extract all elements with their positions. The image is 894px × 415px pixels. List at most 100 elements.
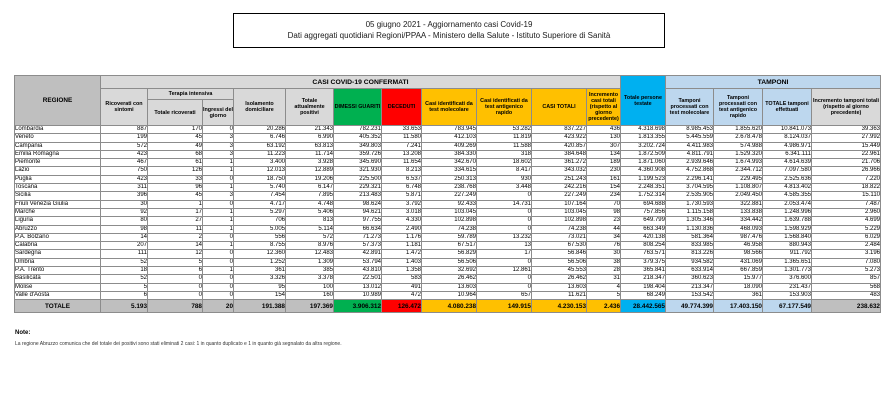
value-cell: 657 (476, 290, 532, 301)
value-cell: 213.483 (333, 191, 382, 201)
value-cell: 1.813.355 (620, 133, 666, 143)
value-cell: 1 (202, 216, 234, 226)
value-cell: 22.501 (333, 274, 382, 284)
value-cell: 1.568.840 (762, 232, 812, 243)
value-cell: 43.810 (333, 266, 382, 276)
value-cell: 18.090 (713, 282, 763, 292)
value-cell: 8.124.037 (762, 133, 812, 143)
region-name: Abruzzo (14, 224, 101, 234)
value-cell: 18.602 (476, 158, 532, 168)
value-cell: 934.582 (665, 257, 714, 268)
value-cell: 4.330 (381, 216, 422, 226)
value-cell: 45 (147, 133, 203, 143)
region-name: Molise (14, 282, 101, 292)
value-cell: 7.454 (233, 191, 286, 201)
value-cell: 6 (147, 266, 203, 276)
value-cell: 251.243 (531, 174, 587, 185)
region-row: Basilicata 52 0 0 3.326 3.378 22.501 583 26.462 0… (14, 274, 881, 284)
value-cell: 0 (476, 207, 532, 218)
value-cell: 153.903 (762, 290, 812, 301)
region-row: Emilia Romagna 423 68 3 11.223 11.714 359.726 1… (14, 149, 881, 160)
value-cell: 783.945 (421, 124, 477, 135)
value-cell: 12.483 (285, 249, 334, 259)
value-cell: 1.639.788 (762, 216, 812, 226)
header-ricoverati: Ricoverati con sintomi (100, 88, 148, 126)
value-cell: 4.748 (285, 199, 334, 209)
value-cell: 30 (100, 199, 148, 209)
value-cell: 13.208 (381, 149, 422, 160)
value-cell: 6.537 (381, 174, 422, 185)
value-cell: 2.535.905 (665, 191, 714, 201)
value-cell: 365.841 (620, 266, 666, 276)
value-cell: 53.282 (476, 124, 532, 135)
value-cell: 20.286 (233, 124, 286, 135)
value-cell: 6.990 (285, 133, 334, 143)
value-cell: 57.373 (333, 241, 382, 251)
value-cell: 197.369 (285, 299, 334, 314)
value-cell: 66.634 (333, 224, 382, 234)
value-cell: 334.442 (713, 216, 763, 226)
value-cell: 1.309 (285, 257, 334, 268)
value-cell: 15.449 (811, 141, 881, 151)
value-cell: 154 (586, 183, 621, 193)
value-cell: 1.252 (233, 257, 286, 268)
value-cell: 102.898 (421, 216, 477, 226)
value-cell: 227.249 (421, 191, 477, 201)
value-cell: 92 (100, 207, 148, 218)
region-name: Veneto (14, 133, 101, 143)
value-cell: 153.542 (665, 290, 714, 301)
value-cell: 3.704.595 (665, 183, 714, 193)
table-header: REGIONE CASI COVID-19 CONFERMATI Totale … (14, 75, 881, 126)
value-cell: 5.193 (100, 299, 148, 314)
value-cell: 7.097.580 (762, 166, 812, 176)
value-cell: 2.436 (586, 299, 621, 314)
value-cell: 385 (285, 266, 334, 276)
value-cell: 0 (476, 216, 532, 226)
value-cell: 28 (586, 266, 621, 276)
value-cell: 56.506 (421, 257, 477, 268)
value-cell: 23 (586, 216, 621, 226)
value-cell: 649.799 (620, 216, 666, 226)
value-cell: 134 (586, 149, 621, 160)
region-row: Toscana 311 96 1 5.740 6.147 229.321 6.748 238.7… (14, 183, 881, 193)
region-row: Abruzzo 98 11 1 5.005 5.114 66.634 2.490 74.238 0… (14, 224, 881, 234)
value-cell: 359.726 (333, 149, 382, 160)
value-cell: 100 (285, 282, 334, 292)
region-row: Lazio 750 126 1 12.013 12.889 321.930 8.213 334.… (14, 166, 881, 176)
value-cell: 238.632 (811, 299, 881, 314)
value-cell: 2.049.450 (713, 191, 763, 201)
value-cell: 4.813.402 (762, 183, 812, 193)
value-cell: 3.792 (381, 199, 422, 209)
value-cell: 788 (147, 299, 203, 314)
value-cell: 4.699 (811, 216, 881, 226)
value-cell: 8.985.453 (665, 124, 714, 135)
value-cell: 568 (811, 282, 881, 292)
value-cell: 2.678.478 (713, 133, 763, 143)
region-row: Valle d'Aosta 6 0 0 154 160 10.989 472 10.964 657… (14, 290, 881, 301)
value-cell: 18.822 (811, 183, 881, 193)
value-cell: 930 (476, 174, 532, 185)
value-cell: 837.227 (531, 124, 587, 135)
notes-line: La regione Abruzzo comunica che del tota… (15, 341, 342, 347)
value-cell: 56.829 (421, 249, 477, 259)
header-casi-antigenico: Casi identificati da test antigenico rap… (476, 88, 532, 126)
region-row: Veneto 199 45 3 6.746 6.990 405.352 11.580 412.1… (14, 133, 881, 143)
value-cell: 3.906.312 (333, 299, 382, 314)
header-persone-testate: Totale persone testate (620, 75, 666, 126)
value-cell: 3 (202, 141, 234, 151)
value-cell: 67.177.549 (762, 299, 812, 314)
value-cell: 1.472 (381, 249, 422, 259)
value-cell: 13.012 (333, 282, 382, 292)
value-cell: 63.192 (233, 141, 286, 151)
header-tamponi-totale: TOTALE tamponi effettuati (762, 88, 812, 126)
region-name: Puglia (14, 174, 101, 185)
header-deceduti: DECEDUTI (381, 88, 422, 126)
value-cell: 3 (202, 191, 234, 201)
value-cell: 5.229 (811, 224, 881, 234)
value-cell: 229.321 (333, 183, 382, 193)
value-cell: 1.108.807 (713, 183, 763, 193)
value-cell: 409.269 (421, 141, 477, 151)
value-cell: 1.199.523 (620, 174, 666, 185)
value-cell: 111 (100, 249, 148, 259)
header-attualmente-positivi: Totale attualmente positivi (285, 88, 334, 126)
